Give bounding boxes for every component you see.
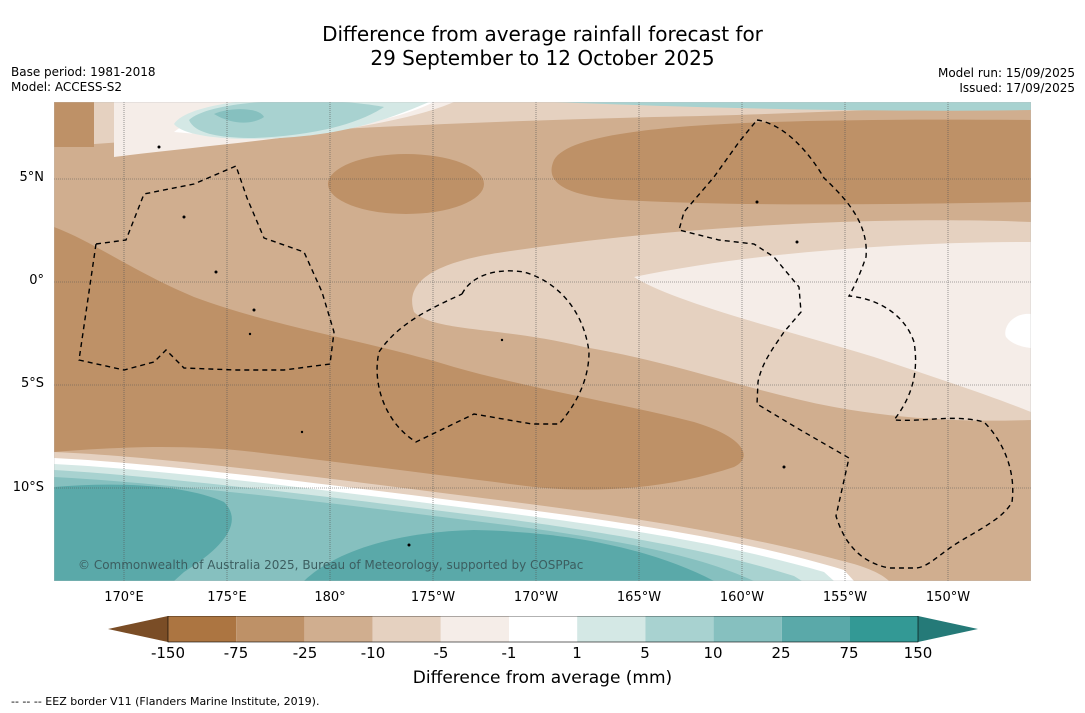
- anomaly-fill-north-teal3: [214, 109, 264, 123]
- colorbar-tick: -25: [292, 644, 318, 662]
- lat-label-5s: 5°S: [20, 376, 44, 391]
- island: [782, 465, 786, 469]
- colorbar-segment: [577, 616, 646, 642]
- colorbar-tick: 150: [903, 644, 933, 662]
- eez-kiribati-phoenix: [376, 270, 590, 443]
- islands: [157, 145, 799, 547]
- colorbar-tick: 10: [703, 644, 723, 662]
- lon-label-175e: 175°E: [207, 590, 247, 605]
- anomaly-fill-north-dark-1: [328, 154, 484, 214]
- colorbar-segment: [440, 616, 509, 642]
- lon-label-170e: 170°E: [104, 590, 144, 605]
- eez-borders: [78, 119, 1014, 569]
- colorbar-tick: 1: [572, 644, 582, 662]
- anomaly-fill-southwest-dark: [54, 227, 744, 490]
- title-line-2: 29 September to 12 October 2025: [370, 46, 715, 70]
- island: [300, 430, 304, 434]
- map-title: Difference from average rainfall forecas…: [0, 22, 1085, 70]
- colorbar-segment: [304, 616, 373, 642]
- colorbar-label: Difference from average (mm): [412, 668, 673, 688]
- colorbar-segment: [918, 616, 978, 642]
- island: [795, 240, 799, 244]
- island: [248, 332, 252, 336]
- lat-label-0: 0°: [29, 273, 44, 288]
- colorbar-segment: [168, 616, 237, 642]
- colorbar-segment: [850, 616, 918, 642]
- colorbar-tick: -10: [360, 644, 386, 662]
- colorbar-tick: 25: [771, 644, 791, 662]
- colorbar-tick: -5: [433, 644, 449, 662]
- eez-kiribati-line: [678, 119, 1014, 569]
- copyright-notice: © Commonwealth of Australia 2025, Bureau…: [78, 558, 584, 572]
- lon-label-165w: 165°W: [616, 590, 662, 605]
- colorbar-tick: 75: [839, 644, 859, 662]
- island: [500, 338, 504, 342]
- lon-label-160w: 160°W: [719, 590, 765, 605]
- rainfall-map: [54, 102, 1031, 581]
- colorbar: [108, 616, 978, 643]
- colorbar-tick: -1: [501, 644, 517, 662]
- lon-label-175w: 175°W: [410, 590, 456, 605]
- anomaly-fill-south-teal4: [54, 484, 232, 581]
- base-period: Base period: 1981-2018: [11, 65, 156, 79]
- graticule: [54, 102, 1031, 581]
- anomaly-fill-north-dark-2: [551, 119, 1031, 205]
- island: [407, 543, 411, 547]
- colorbar-segment: [108, 616, 168, 642]
- colorbar-tick: -150: [150, 644, 186, 662]
- lon-label-180: 180°: [314, 590, 346, 605]
- lat-label-5n: 5°N: [19, 170, 45, 185]
- model-run: Model run: 15/09/2025: [937, 66, 1075, 80]
- colorbar-segment: [509, 616, 578, 642]
- eez-footnote: -- -- -- EEZ border V11 (Flanders Marine…: [11, 695, 320, 708]
- lon-label-150w: 150°W: [925, 590, 971, 605]
- model-name: Model: ACCESS-S2: [11, 80, 123, 94]
- island: [182, 215, 186, 219]
- anomaly-fill-nw-dark: [54, 102, 94, 147]
- meta-left: Base period: 1981-2018 Model: ACCESS-S2: [11, 65, 156, 95]
- anomaly-fill-central-white: [1005, 313, 1031, 348]
- island: [157, 145, 161, 149]
- lat-label-10s: 10°S: [12, 480, 44, 495]
- meta-right: Model run: 15/09/2025 Issued: 17/09/2025: [938, 66, 1075, 96]
- issued-date: Issued: 17/09/2025: [959, 81, 1075, 95]
- island: [252, 308, 256, 312]
- anomaly-fill-southeast: [814, 456, 1031, 581]
- lon-label-155w: 155°W: [822, 590, 868, 605]
- island: [214, 270, 218, 274]
- island: [755, 200, 759, 204]
- title-line-1: Difference from average rainfall forecas…: [322, 22, 763, 46]
- colorbar-segment: [781, 616, 850, 642]
- colorbar-segment: [713, 616, 782, 642]
- colorbar-segment: [236, 616, 305, 642]
- colorbar-segment: [372, 616, 441, 642]
- colorbar-tick: 5: [640, 644, 650, 662]
- eez-kiribati-gilbert: [78, 165, 335, 371]
- anomaly-fill-ne-teal: [554, 102, 1031, 111]
- lon-label-170w: 170°W: [513, 590, 559, 605]
- colorbar-segment: [645, 616, 714, 642]
- colorbar-tick: -75: [223, 644, 249, 662]
- anomaly-fill-south-teal5: [304, 530, 714, 581]
- colorbar-frame: [167, 616, 919, 643]
- anomaly-fill-central-pale: [634, 242, 1031, 412]
